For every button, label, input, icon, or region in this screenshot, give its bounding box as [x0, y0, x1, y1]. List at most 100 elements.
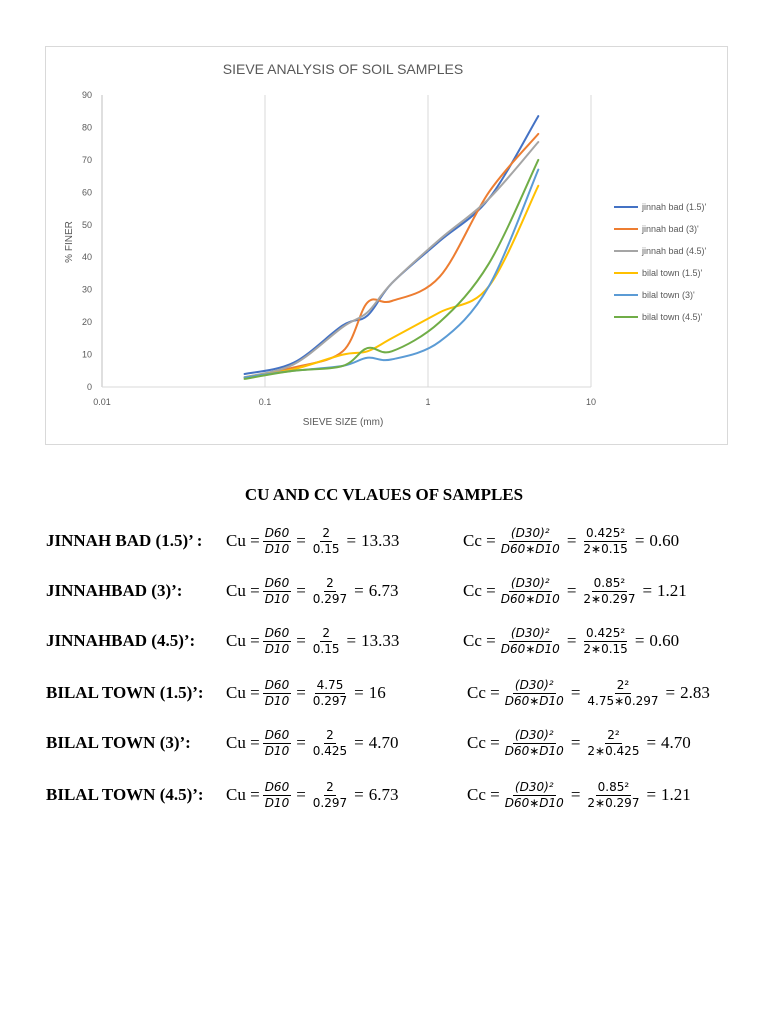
cu-definition-fraction-numerator: D60: [262, 625, 292, 642]
cc-equals-sign-2: =: [646, 733, 657, 752]
cu-value-fraction: 4.75 0.297: [311, 678, 349, 709]
cu-definition-fraction-numerator: D60: [262, 727, 292, 744]
cu-prefix: Cu =: [226, 631, 260, 650]
cc-value-fraction-numerator: 0.425²: [584, 625, 628, 642]
calc-row: JINNAHBAD (3)’: Cu = D60 D10 = 2 0.297 = 6.73 Cc …: [0, 571, 768, 611]
cc-definition-fraction: (D30)² D60∗D10: [503, 728, 566, 759]
sample-label: JINNAH BAD (1.5)’ :: [46, 531, 203, 550]
cu-value-fraction-denominator: 0.297: [312, 693, 348, 708]
calc-row: JINNAH BAD (1.5)’ : Cu = D60 D10 = 2 0.15 = 13.3…: [0, 521, 768, 561]
cu-equals-sign: =: [296, 785, 306, 804]
cu-expression: Cu = D60 D10 = 2 0.15 = 13.33: [226, 521, 399, 561]
cu-value-fraction-numerator: 2: [324, 575, 336, 592]
cc-definition-fraction-numerator: (D30)²: [508, 575, 552, 592]
y-tick-label: 60: [82, 187, 92, 197]
y-tick-label: 50: [82, 220, 92, 230]
chart-svg: SIEVE ANALYSIS OF SOIL SAMPLES SIEVE SIZ…: [64, 61, 707, 428]
cu-result: 4.70: [368, 733, 399, 752]
cc-equals-sign-2: =: [646, 785, 657, 804]
cc-value-fraction-denominator: 4.75∗0.297: [587, 693, 659, 708]
cc-definition-fraction: (D30)² D60∗D10: [499, 576, 562, 607]
cc-definition-fraction-denominator: D60∗D10: [504, 743, 564, 758]
cu-value-fraction-numerator: 4.75: [314, 677, 346, 694]
cc-equals-sign: =: [566, 531, 577, 550]
cc-value-fraction-denominator: 2∗0.425: [587, 743, 640, 758]
chart-legend: jinnah bad (1.5)' jinnah bad (3)' jinnah b…: [614, 202, 707, 322]
series-line-4: [243, 184, 540, 379]
cc-definition-fraction-numerator: (D30)²: [508, 625, 552, 642]
cc-equals-sign: =: [566, 581, 577, 600]
y-tick-label: 0: [87, 382, 92, 392]
cc-equals-sign-2: =: [634, 531, 645, 550]
cc-result: 4.70: [661, 733, 691, 752]
cc-definition-fraction-numerator: (D30)²: [508, 525, 552, 542]
grid-layer: [101, 95, 592, 388]
cu-result: 6.73: [368, 785, 399, 804]
calc-row: JINNAHBAD (4.5)’: Cu = D60 D10 = 2 0.15 = 13.33 C…: [0, 621, 768, 661]
sieve-chart: SIEVE ANALYSIS OF SOIL SAMPLES SIEVE SIZ…: [45, 46, 728, 445]
legend-label: bilal town (4.5)': [642, 312, 703, 322]
cu-value-fraction: 2 0.15: [311, 626, 342, 657]
x-tick-label: 0.01: [93, 397, 111, 407]
cc-value-fraction-denominator: 2∗0.297: [587, 795, 640, 810]
cc-value-fraction: 2² 2∗0.425: [585, 728, 641, 759]
cu-definition-fraction: D60 D10: [262, 727, 292, 759]
cc-result: 1.21: [657, 581, 687, 600]
cu-value-fraction-denominator: 0.15: [312, 641, 340, 656]
cu-definition-fraction: D60 D10: [262, 678, 292, 709]
cu-definition-fraction: D60 D10: [262, 625, 292, 657]
chart-title: SIEVE ANALYSIS OF SOIL SAMPLES: [223, 61, 463, 77]
y-axis-label: % FINER: [64, 221, 75, 263]
cu-prefix: Cu =: [226, 785, 260, 804]
x-axis-label: SIEVE SIZE (mm): [303, 417, 384, 428]
cu-value-fraction-numerator: 2: [324, 727, 336, 744]
cc-definition-fraction-numerator: (D30)²: [512, 779, 556, 796]
cc-expression: Cc = (D30)² D60∗D10 = 0.85² 2∗0.297 = 1.21: [463, 571, 687, 611]
y-tick-label: 40: [82, 252, 92, 262]
cu-expression: Cu = D60 D10 = 2 0.425 = 4.70: [226, 723, 399, 763]
cu-definition-fraction-numerator: D60: [262, 525, 292, 542]
cc-value-fraction: 0.85² 2∗0.297: [581, 576, 637, 607]
cu-definition-fraction-denominator: D10: [264, 541, 290, 556]
cc-expression: Cc = (D30)² D60∗D10 = 0.85² 2∗0.297 = 1.21: [467, 775, 691, 815]
cc-value-fraction-denominator: 2∗0.15: [583, 641, 628, 656]
cu-equals-sign-2: =: [354, 785, 364, 804]
cc-result: 0.60: [649, 531, 680, 550]
cc-prefix: Cc =: [467, 785, 500, 804]
cu-definition-fraction-denominator: D10: [264, 693, 290, 708]
cu-equals-sign: =: [296, 733, 306, 752]
cc-definition-fraction-denominator: D60∗D10: [504, 795, 564, 810]
cu-value-fraction: 2 0.15: [311, 526, 342, 557]
cc-value-fraction: 2² 4.75∗0.297: [585, 678, 660, 709]
cu-value-fraction-numerator: 2: [320, 625, 332, 642]
x-tick-label: 1: [425, 397, 430, 407]
cc-definition-fraction: (D30)² D60∗D10: [503, 780, 566, 811]
cu-equals-sign-2: =: [346, 531, 357, 550]
cu-prefix: Cu =: [226, 683, 260, 702]
y-tick-label: 30: [82, 285, 92, 295]
cc-result: 1.21: [661, 785, 691, 804]
cu-value-fraction-numerator: 2: [320, 525, 332, 542]
cu-equals-sign-2: =: [346, 631, 357, 650]
cu-expression: Cu = D60 D10 = 2 0.297 = 6.73: [226, 775, 399, 815]
cu-definition-fraction: D60 D10: [262, 525, 292, 557]
cc-value-fraction-denominator: 2∗0.15: [583, 541, 628, 556]
cc-equals-sign-2: =: [634, 631, 645, 650]
cu-definition-fraction-denominator: D10: [264, 641, 290, 656]
cc-value-fraction-numerator: 0.85²: [591, 575, 628, 592]
cc-definition-fraction: (D30)² D60∗D10: [503, 678, 566, 709]
legend-label: jinnah bad (3)': [641, 224, 699, 234]
series-line-6: [243, 158, 540, 380]
cu-definition-fraction-numerator: D60: [262, 575, 292, 592]
cc-definition-fraction: (D30)² D60∗D10: [499, 526, 562, 557]
cu-definition-fraction-denominator: D10: [264, 743, 290, 758]
sample-label: JINNAHBAD (4.5)’:: [46, 631, 196, 650]
series-line-3: [243, 141, 540, 379]
cc-definition-fraction: (D30)² D60∗D10: [499, 626, 562, 657]
cc-result: 2.83: [680, 683, 710, 702]
cu-prefix: Cu =: [226, 581, 260, 600]
cc-result: 0.60: [649, 631, 680, 650]
legend-label: jinnah bad (1.5)': [641, 202, 707, 212]
cc-definition-fraction-denominator: D60∗D10: [500, 541, 560, 556]
cu-definition-fraction-denominator: D10: [264, 795, 290, 810]
